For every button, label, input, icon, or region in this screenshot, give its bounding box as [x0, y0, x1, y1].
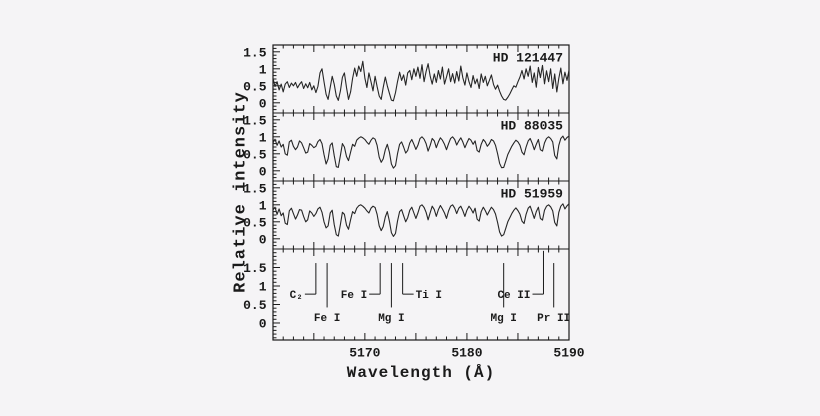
y-axis-title: Relative intensity	[231, 91, 251, 293]
y-tick-label: 0	[259, 96, 267, 111]
y-tick-label: 1.5	[243, 261, 267, 276]
y-tick-label: 1.5	[243, 181, 267, 196]
series-label: HD 51959	[501, 187, 564, 202]
series-label: HD 88035	[501, 119, 564, 134]
line-id-label: Pr II	[537, 313, 570, 325]
y-tick-label: 0.5	[243, 79, 267, 94]
spectrum-line-hd-51959	[272, 203, 570, 237]
spectrum-line-hd-88035	[272, 135, 570, 169]
y-tick-label: 1.5	[243, 113, 267, 128]
y-tick-label: 0	[259, 232, 267, 247]
y-tick-label: 0.5	[243, 298, 267, 313]
plot-frame	[272, 44, 570, 341]
y-tick-label: 0.5	[243, 215, 267, 230]
spectrum-line-hd-121447	[272, 60, 570, 102]
line-id-label: Mg I	[378, 313, 404, 325]
y-tick-label: 1	[259, 130, 267, 145]
line-id-label: C₂	[290, 290, 303, 302]
line-id-label: Fe I	[314, 313, 340, 325]
line-id-label: Ti I	[416, 290, 442, 302]
line-id-label: Fe I	[341, 290, 367, 302]
y-tick-label: 1	[259, 62, 267, 77]
x-axis-title: Wavelength (Å)	[346, 364, 496, 382]
line-id-label: Ce II	[497, 290, 530, 302]
y-tick-label: 1.5	[243, 45, 267, 60]
x-tick-label: 5180	[451, 346, 482, 361]
x-tick-label: 5190	[553, 346, 584, 361]
line-id-label: Mg I	[490, 313, 516, 325]
y-tick-label: 1	[259, 279, 267, 294]
y-tick-label: 0	[259, 316, 267, 331]
y-tick-label: 0	[259, 164, 267, 179]
series-label: HD 121447	[493, 51, 563, 66]
y-tick-label: 1	[259, 198, 267, 213]
x-tick-label: 5170	[349, 346, 380, 361]
y-tick-label: 0.5	[243, 147, 267, 162]
